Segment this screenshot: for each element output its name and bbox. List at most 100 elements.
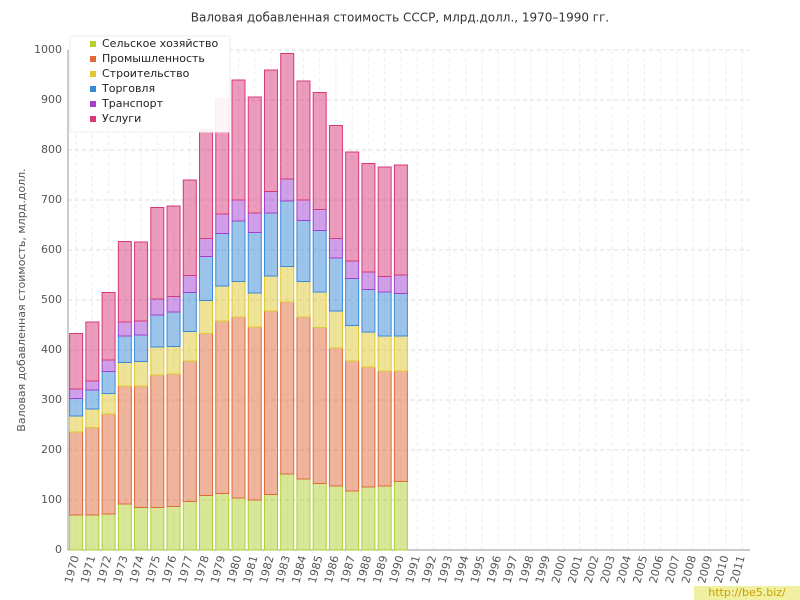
bar-segment xyxy=(199,238,214,257)
bar-segment xyxy=(263,310,278,495)
bar-segment xyxy=(85,321,100,382)
bar-segment xyxy=(69,388,84,399)
bar-segment xyxy=(182,331,197,362)
bar-segment xyxy=(117,241,132,323)
bar-segment xyxy=(134,507,149,551)
y-tick-label: 400 xyxy=(41,343,62,356)
bar-segment xyxy=(182,275,197,293)
watermark: http://be5.biz/ xyxy=(708,586,786,599)
bar-segment xyxy=(247,326,262,501)
bar-segment xyxy=(231,220,246,282)
bar-segment xyxy=(247,499,262,551)
y-tick-label: 0 xyxy=(55,543,62,556)
legend-label: Промышленность xyxy=(102,52,205,65)
bar-segment xyxy=(182,292,197,332)
bar-segment xyxy=(182,501,197,551)
bar-segment xyxy=(280,301,295,475)
bar-segment xyxy=(166,205,181,297)
bar-segment xyxy=(231,497,246,551)
bar-segment xyxy=(166,506,181,551)
legend-swatch xyxy=(90,101,96,107)
bar-segment xyxy=(101,513,116,551)
bar-segment xyxy=(328,125,343,239)
bar-segment xyxy=(312,291,327,328)
bar-segment xyxy=(134,361,149,387)
bar-segment xyxy=(85,514,100,551)
legend-swatch xyxy=(90,116,96,122)
bar-segment xyxy=(150,207,165,300)
bar-segment xyxy=(150,507,165,551)
bar-segment xyxy=(296,316,311,480)
bar-segment xyxy=(231,79,246,201)
bar-segment xyxy=(231,199,246,222)
bar-segment xyxy=(296,281,311,318)
bar-segment xyxy=(85,408,100,428)
bar-segment xyxy=(296,220,311,282)
bar-segment xyxy=(199,333,214,496)
bar-segment xyxy=(85,427,100,516)
bar-segment xyxy=(312,327,327,484)
bar-segment xyxy=(263,191,278,214)
chart-title: Валовая добавленная стоимость СССР, млрд… xyxy=(191,11,609,25)
bar-segment xyxy=(312,230,327,293)
y-axis-label: Валовая добавленная стоимость, млрд.долл… xyxy=(15,168,28,431)
y-tick-label: 100 xyxy=(41,493,62,506)
bar-segment xyxy=(361,163,376,273)
bar-segment xyxy=(393,370,408,482)
bar-segment xyxy=(215,320,230,494)
bar-segment xyxy=(345,490,360,551)
bar-segment xyxy=(280,178,295,202)
bar-segment xyxy=(199,256,214,301)
bar-segment xyxy=(280,200,295,267)
bar-segment xyxy=(199,129,214,239)
bar-segment xyxy=(263,494,278,551)
bar-segment xyxy=(150,346,165,376)
bar-segment xyxy=(117,503,132,551)
bar-segment xyxy=(393,274,408,294)
legend-label: Торговля xyxy=(101,82,155,95)
bar-segment xyxy=(345,325,360,362)
bar-segment xyxy=(182,360,197,502)
bar-segment xyxy=(85,389,100,410)
bar-segment xyxy=(328,310,343,349)
bar-segment xyxy=(117,321,132,337)
legend-label: Строительство xyxy=(102,67,190,80)
bar-segment xyxy=(328,485,343,551)
bar-segment xyxy=(117,362,132,387)
bar-segment xyxy=(69,415,84,433)
legend-label: Транспорт xyxy=(101,97,164,110)
bar-segment xyxy=(345,360,360,492)
bar-segment xyxy=(199,495,214,551)
bar-segment xyxy=(377,166,392,277)
bar-segment xyxy=(166,346,181,375)
y-tick-label: 800 xyxy=(41,143,62,156)
bar-segment xyxy=(345,278,360,326)
bar-segment xyxy=(280,53,295,180)
legend-label: Сельское хозяйство xyxy=(102,37,218,50)
bar-segment xyxy=(296,80,311,201)
bar-segment xyxy=(393,335,408,372)
y-tick-label: 900 xyxy=(41,93,62,106)
bar-segment xyxy=(247,212,262,233)
bar-segment xyxy=(247,232,262,294)
bar-segment xyxy=(166,296,181,313)
bar-segment xyxy=(69,431,84,516)
bar-segment xyxy=(231,281,246,318)
legend-swatch xyxy=(90,41,96,47)
bar-segment xyxy=(231,316,246,499)
bar-segment xyxy=(361,289,376,333)
bar-segment xyxy=(296,199,311,221)
bar-segment xyxy=(280,473,295,551)
bar-segment xyxy=(215,285,230,322)
y-tick-label: 300 xyxy=(41,393,62,406)
legend-swatch xyxy=(90,86,96,92)
bar-segment xyxy=(117,335,132,363)
bar-segment xyxy=(166,373,181,507)
bar-segment xyxy=(101,292,116,361)
y-tick-label: 600 xyxy=(41,243,62,256)
bar-segment xyxy=(361,486,376,551)
bar-segment xyxy=(377,335,392,372)
bar-segment xyxy=(150,298,165,316)
y-tick-label: 200 xyxy=(41,443,62,456)
watermark-bg xyxy=(694,586,800,600)
